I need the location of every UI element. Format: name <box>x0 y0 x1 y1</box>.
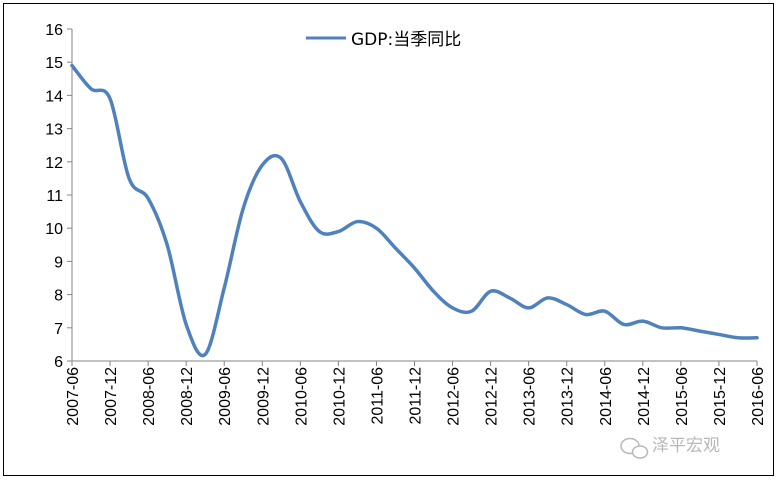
x-axis: 2007-06 2007-12 2008-06 2008-12 2009-06 2009-… <box>65 360 767 426</box>
x-tick-label: 2015-06 <box>674 367 691 426</box>
y-tick-label: 12 <box>45 155 63 172</box>
x-tick-label: 2015-12 <box>712 367 729 426</box>
y-tick-label: 11 <box>46 188 63 205</box>
y-tick-label: 14 <box>45 88 63 105</box>
legend: GDP:当季同比 <box>306 30 461 50</box>
x-tick-label: 2007-12 <box>103 367 120 426</box>
series-layer <box>70 63 759 358</box>
y-tick-label: 13 <box>45 122 63 139</box>
x-tick-label: 2010-12 <box>331 367 348 426</box>
watermark-text: 泽平宏观 <box>652 436 720 456</box>
legend-label: GDP:当季同比 <box>351 30 461 50</box>
x-tick-label: 2012-12 <box>484 367 501 426</box>
x-tick-label: 2009-12 <box>255 367 272 426</box>
y-tick-label: 16 <box>45 22 63 39</box>
y-tick-label: 10 <box>45 221 63 238</box>
wechat-icon <box>620 437 649 459</box>
x-tick-label: 2016-06 <box>750 367 767 426</box>
y-axis: 6 7 8 9 10 11 12 13 14 15 16 <box>45 22 73 371</box>
x-tick-label: 2013-12 <box>560 367 577 426</box>
watermark: 泽平宏观 <box>620 436 720 459</box>
x-tick-label: 2008-06 <box>141 367 158 426</box>
x-tick-label: 2010-06 <box>293 367 310 426</box>
x-tick-label: 2013-06 <box>522 367 539 426</box>
y-tick-label: 6 <box>54 354 63 371</box>
y-tick-label: 7 <box>54 321 63 338</box>
x-tick-label: 2008-12 <box>179 367 196 426</box>
x-tick-label: 2007-06 <box>65 367 82 426</box>
x-tick-label: 2009-06 <box>217 367 234 426</box>
x-tick-label: 2011-12 <box>408 367 425 425</box>
x-tick-label: 2014-12 <box>636 367 653 426</box>
x-tick-label: 2014-06 <box>598 367 615 426</box>
y-tick-label: 8 <box>54 288 63 305</box>
series-line-gdp <box>70 63 759 358</box>
y-tick-label: 15 <box>45 55 63 72</box>
y-tick-label: 9 <box>54 254 63 271</box>
x-tick-label: 2012-06 <box>446 367 463 426</box>
x-tick-label: 2011-06 <box>369 367 386 425</box>
